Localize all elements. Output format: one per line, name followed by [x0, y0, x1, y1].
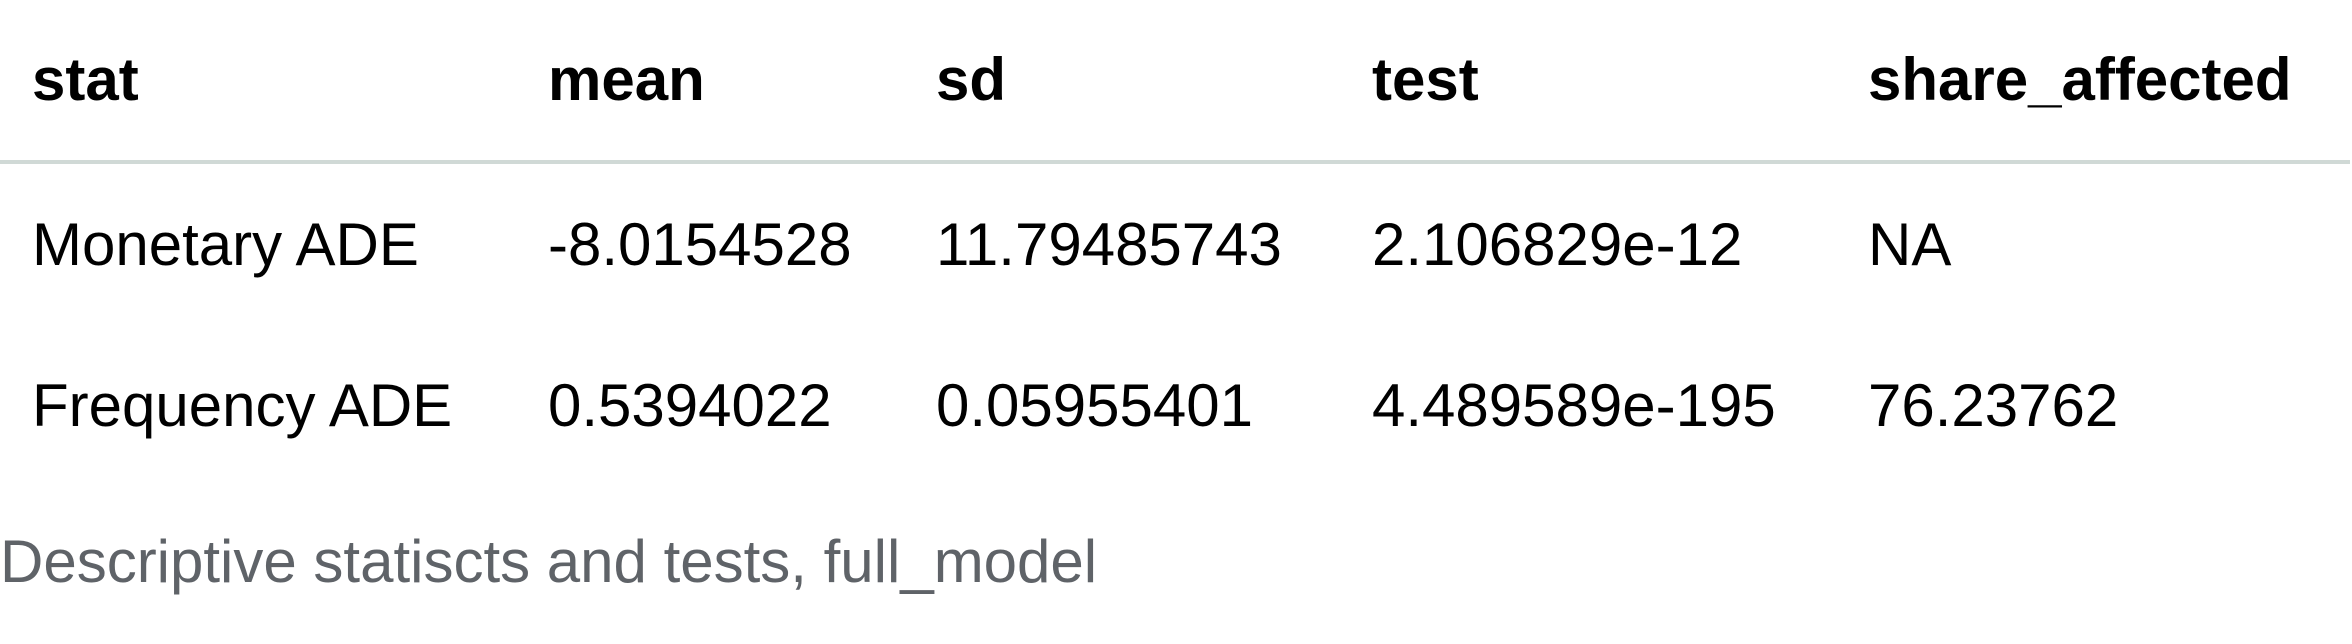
cell-sd: 11.79485743	[936, 211, 1282, 278]
header-test: test	[1340, 0, 1836, 164]
header-sd: sd	[904, 0, 1340, 164]
cell-test: 4.489589e-195	[1372, 372, 1776, 439]
stats-table-container: stat mean sd test share_affected Monetar…	[0, 0, 2350, 486]
cell-stat: Monetary ADE	[32, 211, 419, 278]
cell-mean: -8.0154528	[548, 211, 852, 278]
table-header: stat mean sd test share_affected	[0, 0, 2350, 164]
table-row: Monetary ADE -8.0154528 11.79485743 2.10…	[0, 162, 2350, 326]
descriptive-stats-table: stat mean sd test share_affected Monetar…	[0, 0, 2350, 486]
cell-test: 2.106829e-12	[1372, 211, 1743, 278]
cell-sd: 0.05955401	[936, 372, 1253, 439]
table-body: Monetary ADE -8.0154528 11.79485743 2.10…	[0, 162, 2350, 486]
cell-share-affected: NA	[1868, 211, 1952, 278]
header-row: stat mean sd test share_affected	[0, 0, 2350, 164]
header-mean: mean	[516, 0, 904, 164]
table-row: Frequency ADE 0.5394022 0.05955401 4.489…	[0, 326, 2350, 486]
table-caption: Descriptive statiscts and tests, full_mo…	[0, 528, 1098, 595]
cell-stat: Frequency ADE	[32, 372, 453, 439]
header-stat: stat	[0, 0, 516, 164]
header-share-affected: share_affected	[1836, 0, 2350, 164]
cell-mean: 0.5394022	[548, 372, 832, 439]
cell-share-affected: 76.23762	[1868, 372, 2119, 439]
